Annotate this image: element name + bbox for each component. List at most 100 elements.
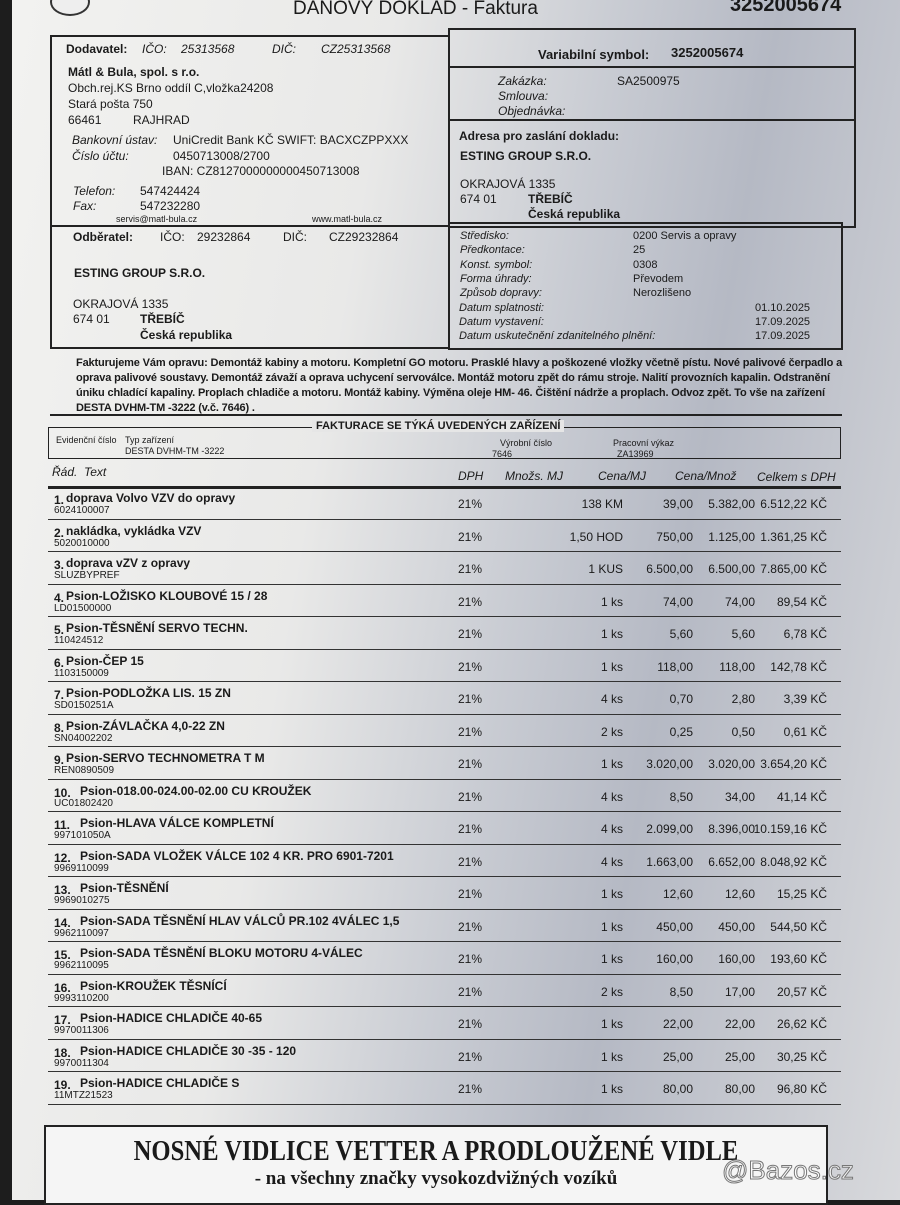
- row-price: 74,00: [724, 594, 755, 609]
- row-total: 1.361,25 KČ: [760, 529, 827, 544]
- row-price: 8.396,00: [708, 822, 755, 836]
- row-unit-price: 25,00: [662, 1049, 693, 1064]
- col-qty: Množs. MJ: [505, 469, 564, 483]
- row-total: 8.048,92 KČ: [760, 854, 827, 869]
- col-total: Celkem s DPH: [757, 470, 836, 484]
- row-qty: 1 ks: [600, 952, 623, 966]
- row-price: 12,60: [724, 887, 755, 901]
- delivery-street: OKRAJOVÁ 1335: [460, 177, 556, 191]
- row-dph: 21%: [458, 757, 483, 771]
- type-label: Typ zařízení: [125, 435, 175, 445]
- row-qty: 1 ks: [600, 1049, 623, 1064]
- row-number: 6.: [54, 655, 65, 670]
- variable-symbol-value: 3252005674: [671, 45, 744, 60]
- table-row: 16. Psion-KROUŽEK TĚSNÍCÍ 9993110200 21%…: [48, 975, 841, 1008]
- supplier-box: [50, 35, 450, 227]
- row-dph: 21%: [458, 692, 483, 706]
- detail-label: Způsob dopravy:: [460, 287, 542, 300]
- date-label: Datum splatnosti:: [459, 302, 544, 314]
- supplier-zip: 66461: [68, 113, 102, 127]
- row-price: 34,00: [724, 789, 755, 804]
- customer-city: TŘEBÍČ: [140, 312, 185, 326]
- evid-label: Evidenční číslo: [56, 435, 117, 445]
- row-unit-price: 8,50: [669, 984, 693, 999]
- supplier-register: Obch.rej.KS Brno oddíl C,vložka24208: [68, 81, 274, 95]
- row-total: 26,62 KČ: [776, 1017, 827, 1031]
- row-total: 142,78 KČ: [770, 659, 827, 674]
- row-number: 17.: [54, 1013, 71, 1027]
- bank-label: Bankovní ústav:: [72, 133, 158, 147]
- row-text: Psion-SADA TĚSNĚNÍ BLOKU MOTORU 4-VÁLEC: [80, 946, 363, 960]
- row-code: 997101050A: [54, 830, 111, 841]
- supplier-dic-label: DIČ:: [272, 42, 296, 56]
- customer-name: ESTING GROUP S.R.O.: [74, 266, 206, 280]
- iban-value: IBAN: CZ8127000000000450713008: [162, 164, 360, 178]
- table-row: 18. Psion-HADICE CHLADIČE 30 -35 - 120 9…: [48, 1040, 841, 1073]
- row-dph: 21%: [458, 1082, 483, 1096]
- row-text: Psion-HADICE CHLADIČE S: [80, 1076, 240, 1090]
- row-unit-price: 6.500,00: [646, 562, 693, 576]
- row-code: 110424512: [54, 635, 104, 646]
- row-price: 6.500,00: [708, 562, 755, 576]
- col-rad: Řád.: [52, 465, 78, 479]
- customer-country: Česká republika: [140, 328, 233, 342]
- row-total: 20,57 KČ: [776, 984, 827, 999]
- row-dph: 21%: [458, 952, 483, 966]
- row-price: 22,00: [724, 1017, 755, 1031]
- equipment-title: FAKTURACE SE TÝKÁ UVEDENÝCH ZAŘÍZENÍ: [312, 420, 565, 432]
- row-text: Psion-ZÁVLAČKA 4,0-22 ZN: [66, 718, 225, 733]
- row-dph: 21%: [458, 854, 483, 869]
- supplier-label: Dodavatel:: [66, 42, 128, 56]
- row-unit-price: 1.663,00: [646, 854, 693, 869]
- delivery-label: Adresa pro zaslání dokladu:: [459, 129, 620, 143]
- row-total: 41,14 KČ: [776, 789, 827, 804]
- detail-label: Konst. symbol:: [460, 258, 533, 271]
- row-dph: 21%: [458, 984, 483, 999]
- row-text: Psion-KROUŽEK TĚSNÍCÍ: [80, 978, 227, 993]
- row-price: 17,00: [724, 984, 755, 999]
- row-qty: 4 ks: [600, 822, 623, 836]
- email-link[interactable]: servis@matl-bula.cz: [116, 214, 198, 224]
- row-text: Psion-PODLOŽKA LIS. 15 ZN: [66, 686, 231, 700]
- row-total: 7.865,00 KČ: [760, 562, 827, 576]
- supplier-city: RAJHRAD: [133, 113, 190, 127]
- web-link[interactable]: www.matl-bula.cz: [312, 214, 383, 224]
- row-dph: 21%: [458, 594, 483, 609]
- row-code: SN04002202: [54, 732, 113, 744]
- row-text: doprava vZV z opravy: [66, 556, 191, 570]
- type-value: DESTA DVHM-TM -3222: [125, 446, 225, 456]
- detail-value: 25: [633, 244, 646, 257]
- phone-label: Telefon:: [73, 184, 116, 198]
- table-row: 13. Psion-TĚSNĚNÍ 9969010275 21% 1 ks 12…: [48, 877, 841, 910]
- delivery-country: Česká republika: [528, 207, 621, 221]
- invoice-paper: [12, 0, 900, 1200]
- row-price: 3.020,00: [708, 757, 755, 771]
- row-code: UC01802420: [54, 797, 113, 809]
- row-dph: 21%: [458, 1017, 483, 1031]
- customer-ico: 29232864: [197, 230, 251, 244]
- date-value: 01.10.2025: [755, 302, 811, 314]
- row-unit-price: 22,00: [662, 1017, 693, 1031]
- row-dph: 21%: [458, 627, 483, 641]
- serial-value: 7646: [492, 449, 513, 459]
- row-number: 11.: [54, 818, 71, 832]
- table-row: 19. Psion-HADICE CHLADIČE S 11MTZ21523 2…: [48, 1072, 841, 1105]
- supplier-ico: 25313568: [181, 42, 235, 56]
- row-unit-price: 8,50: [669, 789, 693, 804]
- row-text: Psion-SERVO TECHNOMETRA T M: [66, 751, 265, 765]
- zakazka-value: SA2500975: [617, 74, 680, 88]
- row-qty: 1 ks: [600, 757, 623, 771]
- row-unit-price: 3.020,00: [646, 757, 693, 771]
- row-text: doprava Volvo VZV do opravy: [66, 491, 236, 505]
- supplier-name: Mátl & Bula, spol. s r.o.: [68, 65, 200, 79]
- row-code: LD01500000: [54, 602, 112, 614]
- row-qty: 1 KUS: [588, 562, 623, 576]
- row-code: 6024100007: [54, 505, 110, 516]
- row-number: 13.: [54, 883, 71, 897]
- row-number: 7.: [54, 688, 65, 702]
- row-code: 9969010275: [54, 895, 110, 906]
- row-text: Psion-HLAVA VÁLCE KOMPLETNÍ: [80, 816, 274, 830]
- supplier-street: Stará pošta 750: [68, 97, 153, 111]
- account-value: 0450713008/2700: [173, 149, 270, 163]
- customer-label: Odběratel:: [73, 230, 134, 244]
